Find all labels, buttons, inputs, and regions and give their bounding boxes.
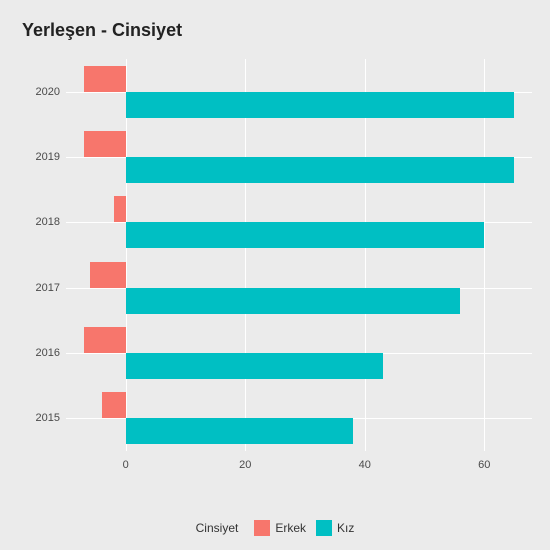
x-tick-label: 40 (359, 459, 371, 471)
grid-panel (66, 59, 532, 451)
gridline-vertical (126, 59, 127, 451)
bar-erkek (84, 327, 126, 353)
y-tick-label: 2015 (18, 412, 60, 424)
bar-erkek (90, 262, 126, 288)
bar-erkek (84, 131, 126, 157)
plot-area: 0 20 40 60 2020 2019 2018 2017 2016 2015 (18, 59, 532, 479)
legend-label-kiz: Kız (337, 521, 354, 535)
legend-item-kiz: Kız (316, 520, 354, 536)
swatch-erkek (254, 520, 270, 536)
chart-title: Yerleşen - Cinsiyet (22, 20, 532, 41)
swatch-kiz (316, 520, 332, 536)
bar-erkek (84, 66, 126, 92)
bar-kiz (126, 353, 383, 379)
y-tick-label: 2017 (18, 282, 60, 294)
gridline-vertical (245, 59, 246, 451)
bar-kiz (126, 222, 484, 248)
legend-label-erkek: Erkek (275, 521, 306, 535)
bar-erkek (102, 392, 126, 418)
y-tick-label: 2019 (18, 151, 60, 163)
bar-kiz (126, 157, 514, 183)
bar-kiz (126, 288, 461, 314)
chart-container: Yerleşen - Cinsiyet 0 20 40 60 2020 2019 2018 2… (0, 0, 550, 550)
gridline-vertical (484, 59, 485, 451)
gridline-vertical (365, 59, 366, 451)
legend: Cinsiyet Erkek Kız (0, 520, 550, 536)
x-tick-label: 0 (123, 459, 129, 471)
legend-item-erkek: Erkek (254, 520, 306, 536)
bar-kiz (126, 418, 353, 444)
y-tick-label: 2020 (18, 86, 60, 98)
x-tick-label: 20 (239, 459, 251, 471)
bar-kiz (126, 92, 514, 118)
x-tick-label: 60 (478, 459, 490, 471)
y-tick-label: 2016 (18, 347, 60, 359)
legend-title: Cinsiyet (196, 521, 239, 535)
bar-erkek (114, 196, 126, 222)
y-tick-label: 2018 (18, 216, 60, 228)
